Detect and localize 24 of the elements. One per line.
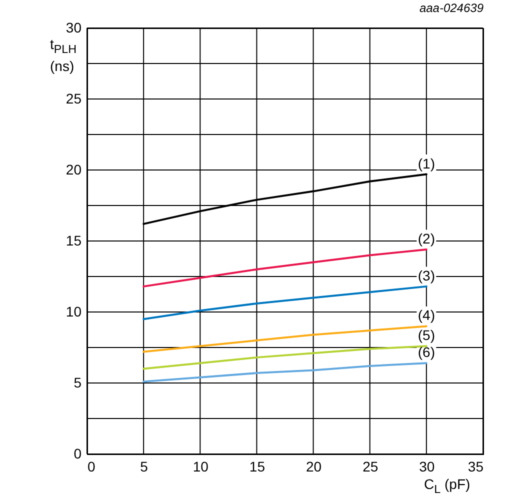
y-tick-label: 30 bbox=[66, 20, 82, 36]
x-tick-label: 30 bbox=[419, 458, 435, 474]
x-tick-label: 20 bbox=[306, 458, 322, 474]
x-tick-label: 10 bbox=[192, 458, 209, 474]
series-label: (2) bbox=[418, 230, 435, 247]
y-tick-label: 15 bbox=[66, 232, 82, 248]
series-label: (3) bbox=[418, 267, 435, 284]
series-label: (1) bbox=[418, 155, 435, 172]
x-tick-label: 15 bbox=[249, 458, 266, 474]
y-tick-label: 0 bbox=[74, 446, 82, 462]
x-tick-label: 0 bbox=[88, 458, 96, 474]
text: aaa-024639 bbox=[419, 1, 484, 15]
y-tick-label: 10 bbox=[66, 304, 82, 320]
y-tick-label: 5 bbox=[74, 374, 82, 390]
y-tick-label: 20 bbox=[66, 162, 82, 178]
series-label: (5) bbox=[418, 327, 435, 344]
y-tick-label: 25 bbox=[66, 90, 82, 106]
x-axis-title: C$_{L}$ (pF) bbox=[424, 476, 470, 498]
x-tick-label: 5 bbox=[140, 458, 148, 474]
y-axis-title: t$_{PLH}$ (ns) bbox=[50, 36, 78, 74]
x-tick-label: 35 bbox=[468, 458, 484, 474]
series-label: (4) bbox=[418, 307, 435, 324]
series-label: (6) bbox=[418, 344, 435, 360]
x-tick-label: 25 bbox=[362, 458, 378, 474]
